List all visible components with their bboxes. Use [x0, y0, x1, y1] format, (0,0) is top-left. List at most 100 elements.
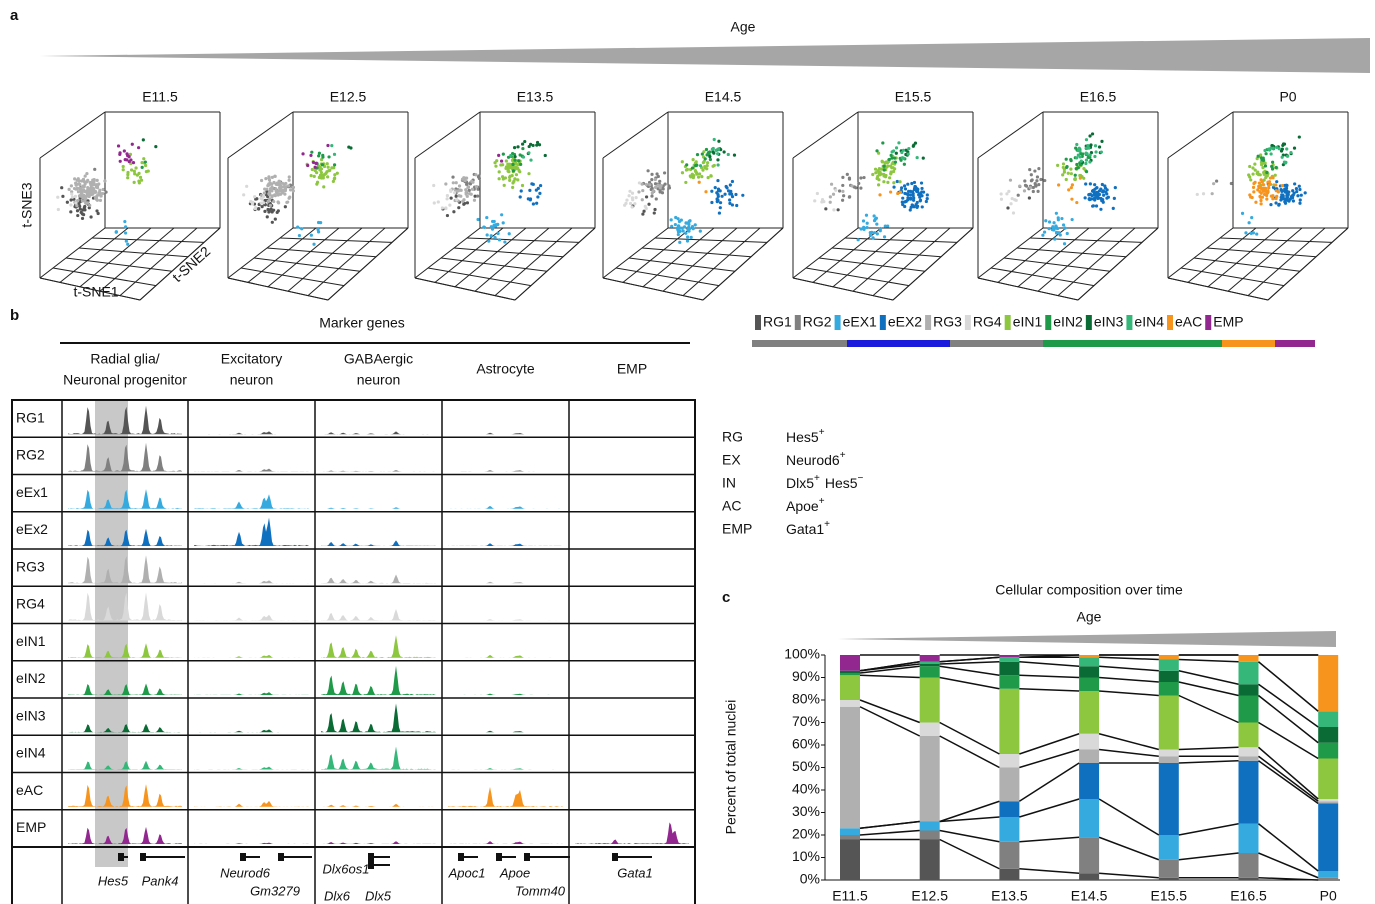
bar-segment	[999, 841, 1020, 869]
tsne-point	[132, 169, 136, 173]
tsne-point	[1259, 156, 1264, 160]
tsne-point	[884, 161, 888, 165]
bar-segment	[1079, 749, 1100, 763]
tsne-point	[497, 177, 501, 181]
tsne-point	[70, 195, 75, 199]
tsne-point	[888, 164, 893, 168]
tsne-point	[1267, 183, 1271, 187]
tsne-point	[704, 190, 708, 194]
timepoint-label: E15.5	[895, 89, 932, 105]
tsne-point	[1010, 196, 1014, 201]
bar-segment	[840, 655, 860, 671]
tsne-point	[1286, 198, 1290, 202]
tsne-point	[1271, 197, 1275, 201]
flow-line	[1258, 852, 1319, 879]
tsne-point	[1229, 181, 1233, 186]
tsne-point	[500, 213, 504, 217]
tsne-point	[1293, 182, 1297, 186]
tsne-point	[1296, 194, 1300, 198]
track	[321, 635, 436, 658]
tsne-point	[84, 201, 89, 205]
tsne-point	[124, 239, 128, 243]
tsne-point	[82, 193, 86, 197]
tsne-point	[1249, 195, 1253, 199]
track	[68, 405, 182, 435]
tsne-point	[850, 184, 854, 188]
tsne-point	[309, 153, 313, 158]
tsne-point	[281, 190, 285, 194]
tsne-point	[274, 189, 278, 193]
flow-line	[1258, 661, 1319, 712]
flow-line	[859, 699, 920, 724]
tsne-point	[77, 194, 82, 198]
bar-segment	[1238, 823, 1259, 853]
tsne-point	[725, 186, 729, 190]
tsne-point	[864, 213, 869, 217]
cube-edge	[615, 267, 720, 287]
bar-segment	[1238, 661, 1259, 685]
tsne-point	[93, 190, 97, 194]
bar-segment	[1158, 682, 1179, 696]
tsne-point	[1262, 172, 1266, 177]
cube-edge	[602, 227, 669, 279]
row-label: eAC	[16, 782, 43, 798]
tsne-point	[143, 160, 147, 164]
tsne-point	[906, 198, 910, 202]
tsne-point	[1299, 193, 1303, 197]
tsne-point	[1285, 191, 1289, 196]
tsne-point	[465, 201, 470, 205]
bar-segment	[1318, 877, 1339, 880]
flow-line	[939, 665, 1000, 676]
cube-edge	[977, 111, 1044, 159]
tsne-point	[140, 165, 144, 170]
tsne-point	[104, 190, 108, 194]
column-header: Excitatory	[221, 351, 282, 367]
tsne-point	[865, 225, 869, 230]
tsne-point	[465, 182, 469, 186]
cube-edge	[227, 227, 294, 279]
tsne-point	[1252, 181, 1256, 186]
tsne-point	[1261, 183, 1266, 187]
tsne-point	[272, 180, 276, 185]
tsne-point	[321, 155, 325, 159]
cube-edge	[454, 227, 527, 288]
tsne-point	[891, 166, 895, 170]
tsne-point	[640, 198, 644, 202]
tsne-point	[687, 229, 691, 233]
tsne-point	[630, 205, 634, 209]
tsne-point	[1298, 187, 1302, 192]
tsne-point	[511, 162, 515, 167]
cube-edge	[227, 111, 294, 159]
cube-edge	[287, 227, 363, 292]
tsne-point	[124, 225, 128, 229]
tsne-point	[476, 187, 480, 191]
tsne-point	[1281, 143, 1285, 148]
gene-label: Gm3279	[250, 883, 300, 898]
cube-edge	[628, 257, 736, 272]
group-bar	[1275, 340, 1315, 347]
tsne-point	[832, 208, 836, 212]
tsne-point	[1075, 200, 1079, 205]
cube-edge	[1207, 227, 1280, 288]
flow-line	[859, 661, 920, 672]
tsne-point	[445, 197, 449, 201]
tsne-point	[1052, 226, 1056, 230]
tsne-point	[894, 151, 898, 155]
tsne-point	[1037, 183, 1041, 187]
tsne-point	[489, 234, 493, 238]
tsne-point	[1062, 170, 1067, 174]
gene-label: Apoc1	[448, 865, 486, 880]
tsne-point	[882, 235, 887, 239]
tsne-point	[141, 138, 145, 142]
legend-label: eEX1	[843, 314, 877, 330]
tsne-point	[457, 184, 462, 188]
tsne-point	[1034, 184, 1038, 188]
tsne-point	[310, 167, 314, 172]
cube-edge	[990, 267, 1095, 287]
legend-swatch	[755, 315, 761, 330]
tsne-point	[730, 179, 735, 184]
tsne-point	[494, 164, 498, 168]
tsne-point	[457, 206, 461, 210]
tsne-point	[865, 221, 869, 225]
